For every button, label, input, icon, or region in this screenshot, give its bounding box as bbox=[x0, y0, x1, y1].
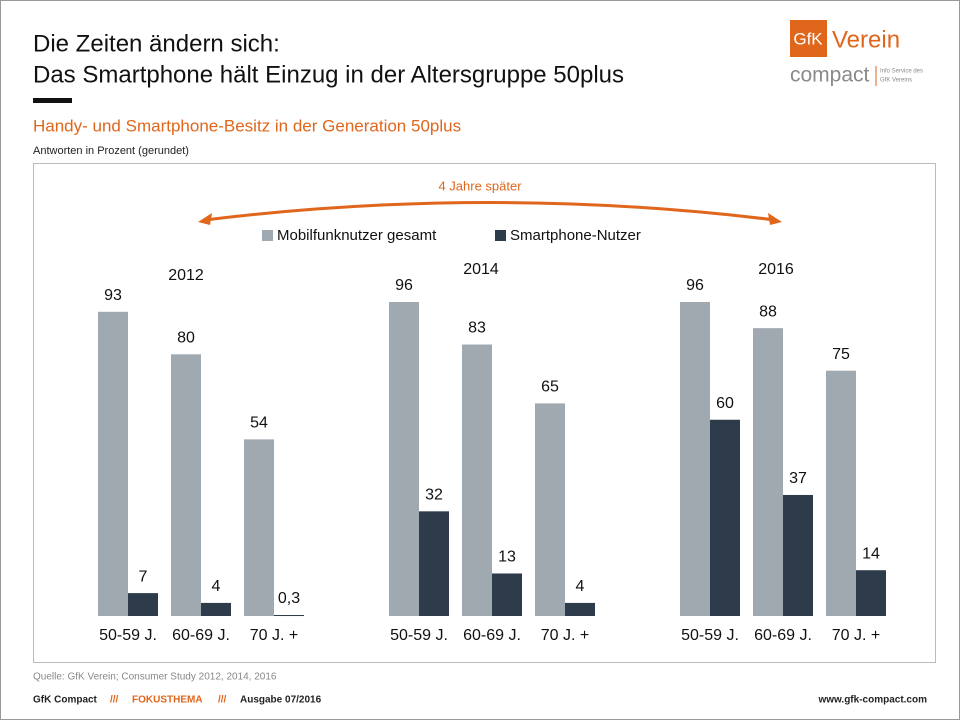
bar bbox=[826, 370, 856, 616]
arrow-head bbox=[768, 213, 782, 225]
bar bbox=[274, 615, 304, 617]
x-tick-label: 70 J. + bbox=[832, 627, 880, 644]
bar bbox=[783, 494, 813, 616]
arrow-head bbox=[198, 213, 212, 225]
x-tick-label: 50-59 J. bbox=[99, 627, 157, 644]
bar bbox=[680, 302, 710, 616]
logo-text: Info Service des bbox=[880, 69, 923, 75]
value-label: 13 bbox=[498, 549, 516, 566]
value-label: 88 bbox=[759, 303, 777, 320]
group-label: 2016 bbox=[758, 261, 794, 278]
value-label: 32 bbox=[425, 487, 443, 504]
annotation: 4 Jahre später bbox=[438, 178, 522, 193]
bar bbox=[171, 354, 201, 616]
value-label: 54 bbox=[250, 415, 268, 432]
value-label: 4 bbox=[212, 578, 221, 595]
title-line: Das Smartphone hält Einzug in der Alters… bbox=[33, 61, 624, 88]
bar bbox=[710, 419, 740, 616]
x-tick-label: 50-59 J. bbox=[681, 627, 739, 644]
value-label: 93 bbox=[104, 287, 122, 304]
value-label: 65 bbox=[541, 379, 559, 396]
bar bbox=[389, 302, 419, 616]
bar bbox=[492, 573, 522, 616]
legend-swatch bbox=[262, 230, 273, 241]
legend-label: Mobilfunknutzer gesamt bbox=[277, 227, 437, 244]
value-label: 75 bbox=[832, 346, 850, 363]
value-label: 4 bbox=[576, 578, 585, 595]
arc-arrow bbox=[204, 201, 776, 222]
logo-text: compact bbox=[790, 64, 870, 87]
x-tick-label: 70 J. + bbox=[541, 627, 589, 644]
logo-mark bbox=[790, 20, 827, 57]
value-label: 14 bbox=[862, 545, 880, 562]
logo-text: GfK bbox=[793, 29, 823, 48]
source: Quelle: GfK Verein; Consumer Study 2012,… bbox=[33, 672, 277, 683]
x-tick-label: 60-69 J. bbox=[463, 627, 521, 644]
x-tick-label: 70 J. + bbox=[250, 627, 298, 644]
value-label: 0,3 bbox=[278, 590, 300, 607]
group-label: 2012 bbox=[168, 267, 204, 284]
value-label: 96 bbox=[395, 277, 413, 294]
x-tick-label: 60-69 J. bbox=[754, 627, 812, 644]
bar bbox=[535, 403, 565, 616]
bar bbox=[98, 311, 128, 616]
bar bbox=[753, 328, 783, 616]
bar bbox=[128, 593, 158, 616]
legend-label: Smartphone-Nutzer bbox=[510, 227, 641, 244]
bar bbox=[462, 344, 492, 616]
value-label: 80 bbox=[177, 330, 195, 347]
title-rule bbox=[33, 98, 72, 103]
value-label: 7 bbox=[139, 568, 148, 585]
bar bbox=[856, 570, 886, 616]
footer-text: /// bbox=[110, 695, 119, 706]
bar bbox=[419, 511, 449, 616]
chart-frame bbox=[33, 163, 936, 663]
x-tick-label: 60-69 J. bbox=[172, 627, 230, 644]
value-label: 37 bbox=[789, 470, 807, 487]
logo-text: GfK Vereins bbox=[880, 78, 912, 84]
group-label: 2014 bbox=[463, 261, 499, 278]
footer-text: GfK Compact bbox=[33, 695, 98, 706]
legend-swatch bbox=[495, 230, 506, 241]
bar bbox=[565, 602, 595, 616]
footer-text: Ausgabe 07/2016 bbox=[240, 695, 322, 706]
logo-text: Verein bbox=[832, 26, 900, 53]
chart-title: Handy- und Smartphone-Besitz in der Gene… bbox=[33, 116, 461, 135]
value-label: 83 bbox=[468, 320, 486, 337]
footer-text: www.gfk-compact.com bbox=[817, 695, 927, 706]
footer-text: /// bbox=[218, 695, 227, 706]
chart-subtitle: Antworten in Prozent (gerundet) bbox=[33, 145, 189, 157]
value-label: 96 bbox=[686, 277, 704, 294]
footer-text: FOKUSTHEMA bbox=[132, 695, 203, 706]
value-label: 60 bbox=[716, 395, 734, 412]
bar bbox=[244, 439, 274, 616]
title-line: Die Zeiten ändern sich: bbox=[33, 30, 280, 57]
bar bbox=[201, 602, 231, 616]
x-tick-label: 50-59 J. bbox=[390, 627, 448, 644]
